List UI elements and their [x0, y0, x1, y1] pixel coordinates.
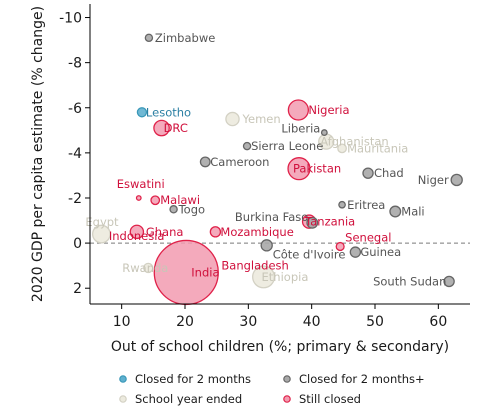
point-label-eswatini: Eswatini	[117, 177, 165, 191]
legend-marker	[283, 375, 291, 383]
point-labels-layer: Lesotho Zimbabwe Liberia Sierra Leone Camero…	[85, 31, 449, 289]
axes-layer: -10 -8 -6 -4 -2 0 2 10 20 30 40 50 60	[59, 4, 470, 330]
legend-marker	[119, 375, 127, 383]
point-rwanda	[143, 262, 154, 274]
point-eritrea	[338, 200, 346, 209]
point-niger	[450, 173, 463, 187]
y-tick-label: 2	[73, 281, 82, 297]
legend-marker	[119, 395, 127, 403]
point-eswatini	[135, 195, 142, 201]
point-cameroon	[199, 156, 211, 168]
x-tick-label: 50	[366, 314, 384, 330]
y-tick-label: 0	[73, 236, 82, 252]
points-layer	[91, 33, 463, 306]
y-axis-title: 2020 GDP per capita estimate (% change)	[30, 6, 46, 302]
point-mali	[389, 205, 402, 218]
point-label-yemen: Yemen	[242, 112, 281, 126]
point-label-tanzania: Tanzania	[304, 215, 355, 229]
legend-label: Closed for 2 months	[135, 372, 251, 386]
point-malawi	[150, 195, 161, 206]
point-yemen	[225, 111, 240, 127]
point-liberia	[320, 129, 328, 136]
point-label-india: India	[191, 265, 219, 279]
point-ghana	[129, 224, 145, 240]
point-label-south-sudan: South Sudan	[373, 274, 446, 288]
point-ethiopia	[252, 265, 276, 289]
point-label-nigeria: Nigeria	[308, 103, 349, 117]
legend-label: Closed for 2 months+	[299, 372, 425, 386]
point-label-c-te-d-ivoire: Côte d'Ivoire	[273, 247, 346, 261]
x-tick-label: 30	[239, 314, 257, 330]
point-label-chad: Chad	[374, 166, 404, 180]
point-label-eritrea: Eritrea	[347, 198, 385, 212]
point-mauritania	[337, 143, 347, 154]
point-label-zimbabwe: Zimbabwe	[155, 31, 215, 45]
y-tick-label: -4	[68, 146, 82, 162]
point-label-ethiopia: Ethiopia	[262, 270, 309, 284]
x-tick-label: 60	[429, 314, 447, 330]
point-label-mozambique: Mozambique	[220, 225, 293, 239]
point-label-rwanda: Rwanda	[122, 261, 168, 275]
point-label-pakistan: Pakistan	[293, 162, 341, 176]
point-c-te-d-ivoire	[260, 239, 273, 252]
point-label-indonesia: Indonesia	[109, 229, 165, 243]
point-label-bangladesh: Bangladesh	[221, 259, 288, 273]
point-label-senegal: Senegal	[345, 230, 391, 244]
point-togo	[169, 205, 178, 214]
point-label-togo: Togo	[178, 202, 205, 216]
legend-label: Still closed	[299, 392, 361, 406]
point-label-lesotho: Lesotho	[146, 105, 191, 119]
point-label-malawi: Malawi	[160, 193, 200, 207]
point-label-drc: DRC	[164, 121, 188, 135]
point-drc	[153, 119, 170, 137]
plot-area	[90, 4, 470, 304]
point-guinea	[349, 246, 362, 258]
point-burkina-faso	[306, 216, 319, 229]
point-label-niger: Niger	[418, 173, 449, 187]
point-label-guinea: Guinea	[360, 245, 401, 259]
point-label-mali: Mali	[401, 205, 424, 219]
x-tick-label: 20	[176, 314, 194, 330]
point-label-ghana: Ghana	[146, 225, 184, 239]
point-label-liberia: Liberia	[281, 122, 320, 136]
x-tick-label: 40	[303, 314, 321, 330]
legend-marker	[283, 395, 291, 403]
x-tick-label: 10	[113, 314, 131, 330]
point-egypt	[91, 224, 111, 244]
point-south-sudan	[443, 275, 455, 288]
plot-background	[90, 4, 470, 304]
y-tick-label: -8	[68, 56, 82, 72]
point-mozambique	[209, 226, 222, 238]
x-axis-title: Out of school children (%; primary & sec…	[111, 339, 449, 355]
y-tick-label: -2	[68, 191, 82, 207]
y-tick-label: -10	[59, 11, 82, 27]
point-nigeria	[287, 99, 310, 121]
legend-label: School year ended	[135, 392, 242, 406]
point-zimbabwe	[144, 33, 154, 43]
point-pakistan	[287, 157, 311, 181]
point-label-egypt: Egypt	[85, 215, 119, 229]
point-sierra-leone	[242, 141, 252, 151]
y-tick-label: -6	[68, 101, 82, 117]
point-label-mauritania: Mauritania	[347, 141, 408, 155]
point-label-afghanistan: Afghanistan	[320, 135, 388, 149]
legend: Closed for 2 months Closed for 2 months+ S…	[119, 372, 425, 406]
point-label-burkina-faso: Burkina Faso	[235, 210, 308, 224]
point-senegal	[335, 241, 345, 252]
point-label-cameroon: Cameroon	[210, 155, 269, 169]
point-chad	[362, 167, 374, 179]
point-lesotho	[136, 107, 148, 118]
point-label-sierra-leone: Sierra Leone	[251, 139, 323, 153]
